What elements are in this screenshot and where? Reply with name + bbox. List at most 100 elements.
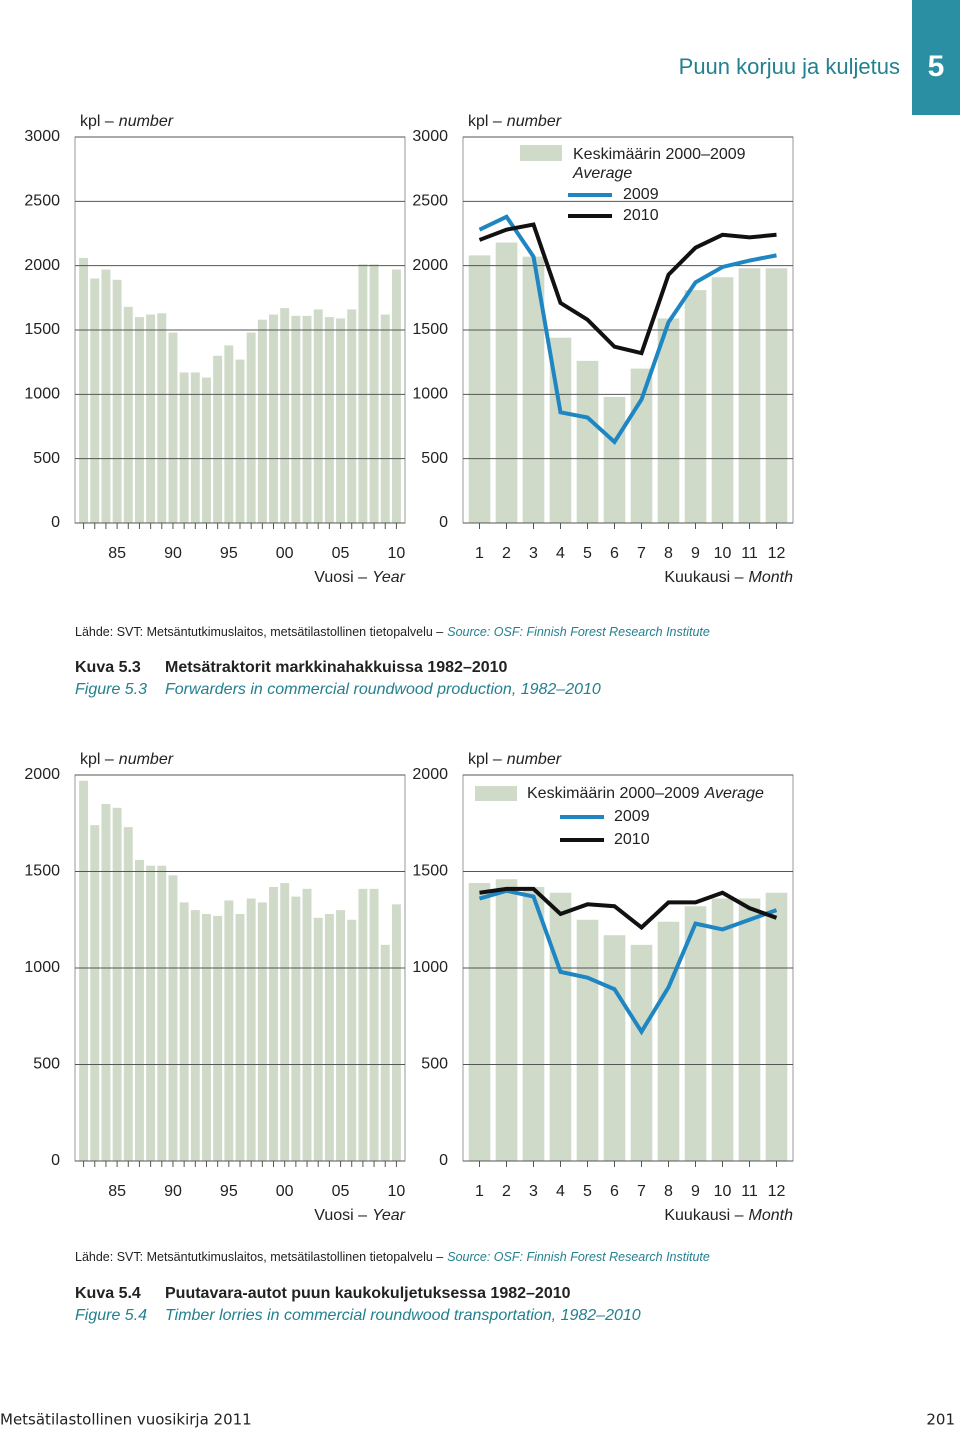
x-tick-label: 5 bbox=[583, 545, 592, 562]
y-tick-label: 500 bbox=[33, 1056, 60, 1073]
x-tick-label: 85 bbox=[108, 545, 126, 562]
bar bbox=[358, 264, 368, 523]
bar bbox=[235, 359, 245, 523]
x-tick-label: 12 bbox=[768, 1183, 786, 1200]
x-tick-label: 9 bbox=[691, 1183, 700, 1200]
bar bbox=[90, 278, 100, 523]
bar bbox=[603, 935, 626, 1161]
line-series bbox=[479, 886, 778, 931]
x-tick-label: 4 bbox=[556, 1183, 565, 1200]
bar bbox=[79, 780, 89, 1161]
x-tick-label: 6 bbox=[610, 1183, 619, 1200]
x-axis-title-en: Month bbox=[749, 569, 794, 586]
bar bbox=[269, 314, 278, 523]
x-axis-title: Kuukausi – Month bbox=[664, 569, 793, 586]
footer-page: 201 bbox=[926, 1411, 955, 1429]
bar bbox=[313, 917, 323, 1161]
x-tick-label: 1 bbox=[475, 545, 484, 562]
x-axis-title: Vuosi – Year bbox=[314, 569, 405, 586]
bar bbox=[134, 859, 144, 1161]
y-tick-label: 2000 bbox=[412, 766, 448, 783]
x-tick-label: 10 bbox=[388, 1183, 406, 1200]
x-axis-title-en: Month bbox=[749, 1207, 794, 1224]
bar bbox=[495, 242, 518, 524]
x-tick-label: 05 bbox=[332, 1183, 350, 1200]
x-tick-label: 95 bbox=[220, 1183, 238, 1200]
y-axis-title: kpl – number bbox=[80, 113, 174, 130]
legend-label-fi: Keskimäärin 2000–2009 bbox=[527, 785, 700, 802]
x-tick-label: 7 bbox=[637, 1183, 646, 1200]
y-axis-title-fi: kpl – bbox=[80, 113, 114, 130]
bar bbox=[213, 915, 223, 1161]
bar bbox=[576, 360, 599, 523]
line-series bbox=[478, 888, 778, 1036]
bar bbox=[684, 290, 707, 523]
bar bbox=[765, 892, 788, 1161]
bar bbox=[369, 888, 379, 1161]
section-tab bbox=[912, 0, 960, 115]
bar bbox=[468, 883, 491, 1161]
x-tick-label: 1 bbox=[475, 1183, 484, 1200]
bar bbox=[235, 913, 245, 1161]
caption-title-en: Timber lorries in commercial roundwood t… bbox=[165, 1307, 641, 1324]
bar bbox=[369, 264, 379, 523]
section-title: Puun korjuu ja kuljetus bbox=[679, 54, 900, 79]
y-axis-title: kpl – number bbox=[80, 751, 174, 768]
bar bbox=[157, 313, 167, 523]
y-tick-label: 1000 bbox=[412, 959, 448, 976]
y-tick-label: 1500 bbox=[24, 321, 60, 338]
bar bbox=[112, 807, 122, 1161]
y-tick-label: 2000 bbox=[412, 257, 448, 274]
source-en: Source: OSF: Finnish Forest Research Ins… bbox=[447, 1250, 710, 1264]
x-tick-label: 8 bbox=[664, 545, 673, 562]
bar bbox=[280, 308, 290, 523]
x-tick-label: 11 bbox=[741, 1183, 758, 1200]
bar bbox=[280, 883, 290, 1161]
bar bbox=[257, 902, 267, 1161]
y-tick-label: 0 bbox=[439, 514, 448, 531]
bar bbox=[146, 865, 156, 1161]
bar bbox=[324, 317, 334, 523]
bar bbox=[179, 372, 189, 523]
x-axis-title: Kuukausi – Month bbox=[664, 1207, 793, 1224]
x-axis-title-en: Year bbox=[372, 1207, 406, 1224]
bar bbox=[380, 944, 390, 1161]
y-axis-title-en: number bbox=[507, 113, 562, 130]
bar bbox=[101, 803, 111, 1161]
x-tick-label: 90 bbox=[164, 1183, 182, 1200]
y-tick-label: 1500 bbox=[412, 863, 448, 880]
bar bbox=[738, 898, 761, 1161]
bar bbox=[90, 825, 100, 1161]
y-tick-label: 500 bbox=[421, 450, 448, 467]
y-axis-title-fi: kpl – bbox=[468, 113, 502, 130]
source-en: Source: OSF: Finnish Forest Research Ins… bbox=[447, 625, 710, 639]
legend-label: 2009 bbox=[614, 808, 650, 825]
bar bbox=[336, 910, 346, 1161]
bar bbox=[134, 317, 144, 523]
x-tick-label: 3 bbox=[529, 545, 538, 562]
bar bbox=[576, 919, 599, 1161]
bar bbox=[291, 315, 301, 523]
y-axis-title-en: number bbox=[507, 751, 562, 768]
bar bbox=[157, 865, 167, 1161]
x-tick-label: 8 bbox=[664, 1183, 673, 1200]
x-tick-label: 90 bbox=[164, 545, 182, 562]
section-number: 5 bbox=[928, 50, 945, 83]
caption-label: Kuva 5.3 bbox=[75, 659, 141, 676]
y-axis-title-en: number bbox=[119, 113, 174, 130]
caption-title: Metsätraktorit markkinahakkuissa 1982–20… bbox=[165, 659, 508, 676]
x-axis-title: Vuosi – Year bbox=[314, 1207, 405, 1224]
x-tick-label: 6 bbox=[610, 545, 619, 562]
x-tick-label: 85 bbox=[108, 1183, 126, 1200]
y-tick-label: 0 bbox=[51, 1152, 60, 1169]
y-axis-title-en: number bbox=[119, 751, 174, 768]
x-axis-title-fi: Vuosi – bbox=[314, 569, 367, 586]
caption-label-en: Figure 5.4 bbox=[75, 1307, 147, 1324]
bar bbox=[391, 269, 401, 523]
x-tick-label: 5 bbox=[583, 1183, 592, 1200]
x-tick-label: 7 bbox=[637, 545, 646, 562]
y-axis-title-fi: kpl – bbox=[468, 751, 502, 768]
y-tick-label: 1000 bbox=[24, 959, 60, 976]
y-tick-label: 3000 bbox=[24, 128, 60, 145]
